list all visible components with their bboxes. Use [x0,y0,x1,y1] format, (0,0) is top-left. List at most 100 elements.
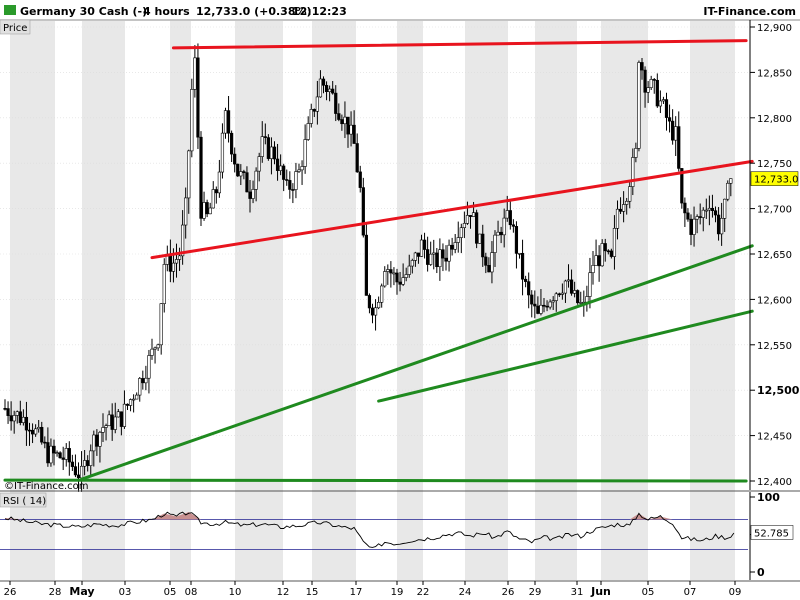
candle-body [263,136,267,138]
candle-body [502,217,506,236]
candle-body [217,171,221,194]
candle-body [401,277,405,285]
candle-body [343,116,347,125]
candle-body [505,210,509,219]
price-tick-label: 12,750 [757,159,792,170]
candle-body [193,57,197,90]
time-tick-label: 12 [277,587,290,598]
last-price-box [750,171,799,186]
candle-body [190,89,194,152]
candle-body [27,429,32,432]
candle-body [674,126,678,141]
candle-body [429,253,433,265]
price-axis-ticks: 12,400 12,450 12,500 12,550 12,600 12,650 12,7… [750,23,800,488]
candle-body [579,302,583,304]
time-tick-label: 03 [119,587,132,598]
time-tick-label: 28 [49,587,62,598]
candle-body [52,445,56,454]
candle-body [615,208,620,229]
candle-body [324,85,329,92]
candle-body [478,233,482,244]
price-tick-label: 12,550 [757,341,792,352]
candle-body [450,244,454,250]
candle-body [187,150,191,199]
last-price-label: 12,733.0 [754,175,799,186]
candle-body [49,445,53,464]
candle-body [285,179,289,181]
candle-body [661,99,666,102]
candle-body [364,234,368,296]
price-tick-label: 12,400 [757,477,792,488]
candle-body [655,79,659,107]
candle-body [303,139,307,167]
candle-body [588,272,592,297]
candle-body [233,153,237,165]
candle-body [444,257,448,262]
candle-body [150,348,154,356]
candle-body [609,250,613,257]
candle-body [223,110,228,134]
rsi-panel [0,511,748,550]
candle-body [484,256,488,266]
candle-body [144,377,148,384]
candle-body [432,252,436,255]
candle-body [453,242,457,250]
candle-body [701,209,705,218]
candle-body [606,250,610,253]
candle-body [98,432,102,447]
candle-body [55,452,59,454]
time-axis-ticks: 26 28 May 03 05 08 10 12 15 17 19 22 24 26 29 31 Jun 05 07… [4,581,742,598]
candle-body [37,426,41,430]
candle-body [539,304,543,314]
candle-body [640,62,644,71]
time-tick-label: 17 [350,587,363,598]
candle-body [695,216,699,220]
candle-body [545,305,549,308]
candle-body [686,212,690,220]
day-stripe [170,21,191,580]
time-tick-label: 09 [729,587,742,598]
time-tick-label: 26 [4,587,17,598]
candle-body [211,189,215,209]
candle-body [707,207,711,211]
candle-body [517,252,522,255]
candle-body [395,272,399,283]
candle-body [300,166,304,171]
candle-body [422,239,427,250]
candle-body [318,78,323,98]
watermark: ©IT-Finance.com [4,481,89,492]
candle-body [419,239,424,257]
candle-body [671,120,675,141]
candle-body [86,460,90,466]
candle-body [257,156,261,172]
last-price-marker: 12,733.0 [750,171,799,186]
day-stripe [82,21,125,580]
candle-body [260,136,264,157]
price-change: 12,733.0 (+0.38%) [196,5,312,18]
candle-body [542,304,546,307]
brand-name: IT-Finance.com [703,5,796,18]
day-stripe [465,21,508,580]
candle-body [576,290,580,304]
time-tick-label: 22 [417,587,430,598]
candle-body [597,255,601,267]
candle-body [61,457,65,460]
candle-body [533,303,537,307]
candle-body [563,280,568,294]
candle-body [254,170,258,190]
candle-body [95,434,99,447]
candle-body [612,228,617,257]
candle-body [475,212,479,244]
candle-body [239,171,243,177]
candle-body [560,292,564,295]
candle-body [70,461,74,467]
candle-body [487,265,491,273]
candle-body [177,255,182,260]
candle-body [168,253,172,272]
price-tick-label: 12,650 [757,250,792,261]
candle-body [315,96,319,112]
candle-body [438,249,442,268]
candle-body [720,218,724,235]
price-tick-label: 12,600 [757,295,792,306]
candle-body [328,88,332,92]
